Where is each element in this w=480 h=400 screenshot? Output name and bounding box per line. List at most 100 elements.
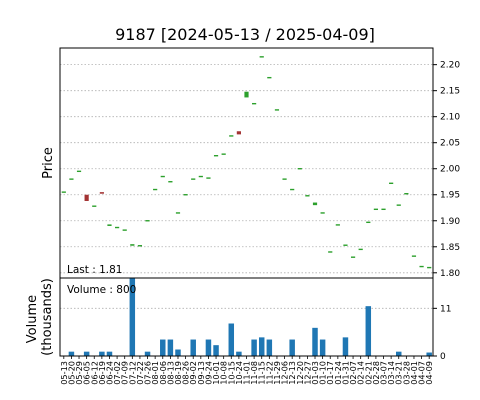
date-tick-label: 12-20 xyxy=(295,361,305,385)
candle xyxy=(137,245,143,247)
volume-bar xyxy=(83,351,90,356)
candle xyxy=(122,229,127,231)
volume-bar xyxy=(167,339,174,356)
candle xyxy=(274,109,280,111)
candle xyxy=(358,248,363,251)
candle xyxy=(198,175,203,178)
volume-label: Volume : 800 xyxy=(67,284,136,296)
candle xyxy=(92,205,97,207)
volume-bars xyxy=(68,278,432,356)
price-panel: 1.80 1.85 1.90 1.95 2.00 2.05 2.10 2.15 2.20 Las… xyxy=(41,47,460,279)
price-tick-label: 1.90 xyxy=(440,217,460,227)
date-tick-label: 07-02 xyxy=(112,361,122,385)
date-tick-label: 11-22 xyxy=(264,361,274,385)
date-tick-label: 05-29 xyxy=(74,361,84,385)
price-axis-label: Price xyxy=(41,147,56,179)
date-tick-label: 05-13 xyxy=(59,361,69,385)
date-tick-label: 10-15 xyxy=(226,361,236,385)
date-tick-label: 04-01 xyxy=(409,361,419,385)
date-tick-label: 09-13 xyxy=(196,361,206,385)
volume-bar xyxy=(190,339,196,356)
volume-bar xyxy=(213,345,219,356)
candle xyxy=(69,178,74,180)
volume-bar xyxy=(396,351,402,356)
price-tick-label: 2.15 xyxy=(440,87,460,97)
candle xyxy=(389,182,394,184)
date-tick-label: 08-01 xyxy=(150,361,160,385)
volume-axis-label: Volume (thousands) xyxy=(25,278,55,356)
date-tick-label: 11-08 xyxy=(249,361,259,385)
candle xyxy=(145,220,150,222)
candle xyxy=(427,266,432,269)
volume-bar xyxy=(365,306,372,356)
date-tick-label: 10-01 xyxy=(211,361,221,385)
date-tick-label: 10-24 xyxy=(234,361,244,385)
date-tick-label: 04-09 xyxy=(424,361,434,385)
candle xyxy=(114,226,120,229)
date-tick-label: 08-26 xyxy=(181,361,191,385)
volume-bar xyxy=(144,351,151,356)
date-tick-label: 05-20 xyxy=(66,361,76,385)
date-tick-label: 11-29 xyxy=(272,361,282,385)
date-tick-label: 09-02 xyxy=(188,361,198,385)
date-tick-label: 08-19 xyxy=(173,361,183,385)
date-tick-label: 12-27 xyxy=(302,361,312,385)
volume-panel: 0 11 Volume : 800 Volume (thousands) xyxy=(25,277,451,362)
candle xyxy=(221,153,226,155)
candle xyxy=(328,251,333,253)
candle xyxy=(191,178,196,180)
candle xyxy=(411,255,417,257)
candle xyxy=(160,175,165,178)
candle xyxy=(419,265,424,268)
volume-bar xyxy=(99,351,105,356)
candle xyxy=(267,76,272,79)
date-tick-label: 08-06 xyxy=(158,361,168,385)
volume-bar xyxy=(342,337,349,356)
candle xyxy=(320,212,325,214)
candle xyxy=(175,212,181,214)
date-tick-label: 04-07 xyxy=(417,361,427,385)
date-tick-label: 03-07 xyxy=(379,361,389,385)
candle xyxy=(282,178,287,180)
candle xyxy=(244,91,249,98)
date-tick-label: 08-13 xyxy=(165,361,175,385)
candle xyxy=(381,208,386,211)
candle xyxy=(373,208,379,211)
date-tick-label: 02-21 xyxy=(363,361,373,385)
date-tick-label: 11-01 xyxy=(242,361,252,385)
candle xyxy=(259,56,264,58)
date-tick-label: 03-28 xyxy=(401,361,411,385)
date-tick-label: 06-05 xyxy=(82,361,92,385)
chart-title: 9187 [2024-05-13 / 2025-04-09] xyxy=(115,25,375,44)
volume-bar xyxy=(175,349,181,356)
last-price-label: Last : 1.81 xyxy=(67,264,122,276)
price-tick-label: 1.95 xyxy=(440,191,460,201)
candle xyxy=(396,204,401,206)
date-tick-label: 01-31 xyxy=(340,361,350,385)
date-tick-label: 12-13 xyxy=(287,361,297,385)
price-tick-label: 2.05 xyxy=(440,139,460,149)
date-tick-label: 01-10 xyxy=(318,361,328,385)
candle xyxy=(236,131,241,135)
date-tick-label: 02-07 xyxy=(348,361,358,385)
date-tick-label: 07-12 xyxy=(127,361,137,385)
price-candles xyxy=(61,56,432,269)
date-tick-label: 12-06 xyxy=(280,361,290,385)
volume-bar xyxy=(319,339,326,356)
price-tick-label: 2.20 xyxy=(440,61,460,71)
volume-bar xyxy=(68,351,75,356)
date-tick-label: 06-24 xyxy=(104,361,114,385)
date-tick-label: 10-08 xyxy=(219,361,229,385)
candle xyxy=(130,244,135,246)
date-tick-label: 03-21 xyxy=(394,361,404,385)
date-tick-label: 09-24 xyxy=(203,361,213,385)
date-tick-label: 07-22 xyxy=(135,361,145,385)
candle xyxy=(107,224,112,226)
date-tick-label: 07-09 xyxy=(120,361,130,385)
date-tick-label: 06-19 xyxy=(97,361,107,385)
price-y-axis: 1.80 1.85 1.90 1.95 2.00 2.05 2.10 2.15 2.20 xyxy=(433,61,460,279)
candle xyxy=(229,135,234,137)
price-tick-label: 1.85 xyxy=(440,243,460,253)
candle xyxy=(404,193,409,195)
